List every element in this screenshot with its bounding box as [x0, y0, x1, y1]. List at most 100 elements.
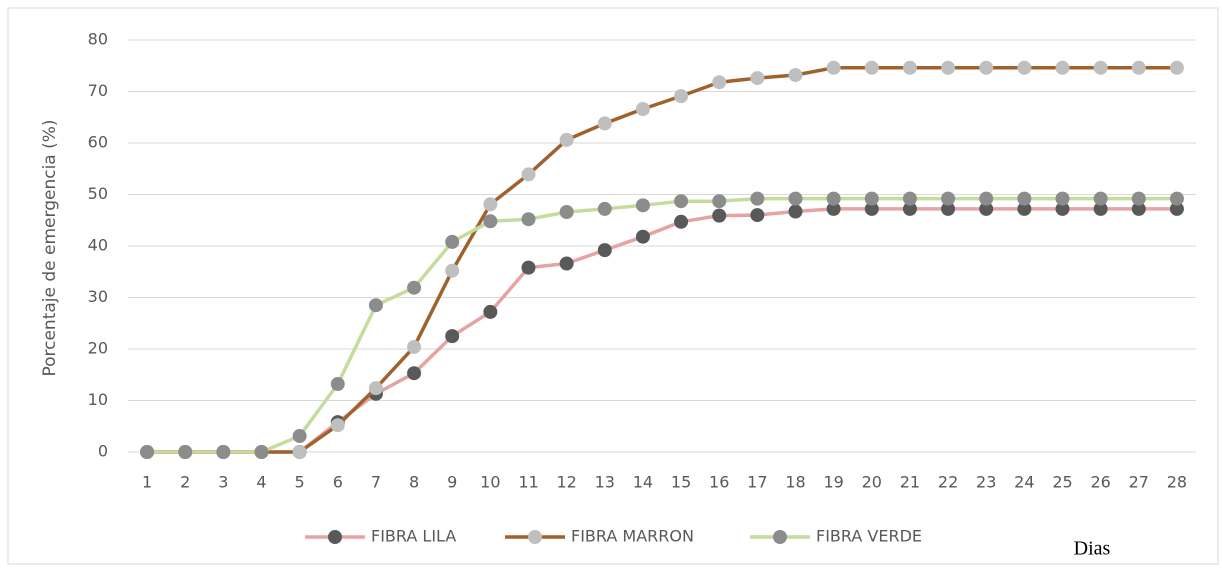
- x-tick-label: 28: [1167, 473, 1187, 492]
- data-point: [1055, 201, 1070, 216]
- y-tick-label: 10: [88, 390, 108, 409]
- y-tick-label: 80: [88, 30, 108, 49]
- data-point: [216, 445, 231, 459]
- data-point: [1017, 191, 1032, 206]
- data-point: [941, 201, 956, 216]
- x-tick-label: 25: [1052, 473, 1072, 492]
- data-point: [788, 191, 803, 206]
- x-tick-label: 13: [595, 473, 615, 492]
- legend-label: FIBRA MARRON: [571, 527, 694, 546]
- data-point: [1093, 191, 1108, 206]
- x-tick-label: 27: [1129, 473, 1149, 492]
- legend-marker: [328, 530, 342, 544]
- x-tick-label: 22: [938, 473, 958, 492]
- data-point: [826, 191, 841, 206]
- data-point: [750, 208, 765, 223]
- legend-label: FIBRA LILA: [371, 527, 456, 546]
- data-point: [1131, 201, 1146, 216]
- data-point: [788, 68, 803, 83]
- data-point: [1055, 60, 1070, 75]
- x-tick-label: 6: [333, 473, 343, 492]
- data-point: [941, 60, 956, 75]
- data-point: [597, 116, 612, 131]
- data-point: [407, 339, 422, 354]
- data-point: [445, 263, 460, 278]
- data-point: [635, 198, 650, 213]
- data-point: [1093, 60, 1108, 75]
- data-point: [483, 214, 498, 229]
- data-point: [521, 212, 536, 227]
- data-point: [979, 191, 994, 206]
- data-point: [483, 197, 498, 212]
- data-point: [674, 214, 689, 229]
- x-tick-label: 4: [256, 473, 266, 492]
- x-tick-label: 20: [862, 473, 882, 492]
- data-point: [559, 205, 574, 220]
- data-point: [292, 445, 307, 459]
- data-point: [1131, 60, 1146, 75]
- y-tick-label: 20: [88, 339, 108, 358]
- x-tick-label: 21: [900, 473, 920, 492]
- x-tick-label: 14: [633, 473, 653, 492]
- x-tick-label: 18: [785, 473, 805, 492]
- x-tick-label: 19: [823, 473, 843, 492]
- y-tick-label: 50: [88, 184, 108, 203]
- y-tick-label: 40: [88, 236, 108, 255]
- data-point: [712, 75, 727, 90]
- data-point: [941, 191, 956, 206]
- x-tick-label: 9: [447, 473, 457, 492]
- data-point: [635, 102, 650, 117]
- data-point: [368, 298, 383, 313]
- x-tick-label: 12: [556, 473, 576, 492]
- data-point: [788, 204, 803, 219]
- legend-label: FIBRA VERDE: [816, 527, 922, 546]
- x-tick-label: 7: [371, 473, 381, 492]
- x-tick-label: 11: [518, 473, 538, 492]
- data-point: [635, 229, 650, 244]
- data-point: [445, 329, 460, 344]
- data-point: [826, 60, 841, 75]
- data-point: [597, 243, 612, 258]
- data-point: [864, 201, 879, 216]
- x-tick-label: 23: [976, 473, 996, 492]
- x-tick-label: 10: [480, 473, 500, 492]
- series-line: [147, 196, 1177, 454]
- data-point: [712, 194, 727, 209]
- data-point: [1169, 191, 1184, 206]
- data-point: [750, 71, 765, 86]
- y-axis-title: Porcentaje de emergencia (%): [40, 119, 60, 376]
- data-point: [826, 201, 841, 216]
- x-axis-title: Dias: [1074, 538, 1111, 560]
- data-point: [254, 445, 269, 459]
- data-point: [979, 201, 994, 216]
- x-tick-label: 26: [1090, 473, 1110, 492]
- data-point: [521, 260, 536, 275]
- y-tick-label: 30: [88, 287, 108, 306]
- x-tick-label: 2: [180, 473, 190, 492]
- y-tick-label: 70: [88, 81, 108, 100]
- data-point: [1055, 191, 1070, 206]
- y-tick-label: 0: [98, 442, 108, 461]
- data-point: [330, 377, 345, 392]
- data-point: [1131, 191, 1146, 206]
- series-line: [147, 66, 1177, 454]
- legend-marker: [773, 530, 787, 544]
- data-point: [1017, 201, 1032, 216]
- data-point: [902, 191, 917, 206]
- data-point: [902, 201, 917, 216]
- data-point: [330, 418, 345, 433]
- data-point: [559, 132, 574, 147]
- data-point: [140, 445, 155, 459]
- x-tick-label: 8: [409, 473, 419, 492]
- x-tick-label: 16: [709, 473, 729, 492]
- x-tick-label: 15: [671, 473, 691, 492]
- data-point: [368, 381, 383, 396]
- data-point: [864, 191, 879, 206]
- chart-frame: [7, 7, 1219, 565]
- data-point: [674, 89, 689, 104]
- data-point: [445, 234, 460, 249]
- data-point: [521, 167, 536, 182]
- data-point: [559, 256, 574, 271]
- data-point: [674, 194, 689, 209]
